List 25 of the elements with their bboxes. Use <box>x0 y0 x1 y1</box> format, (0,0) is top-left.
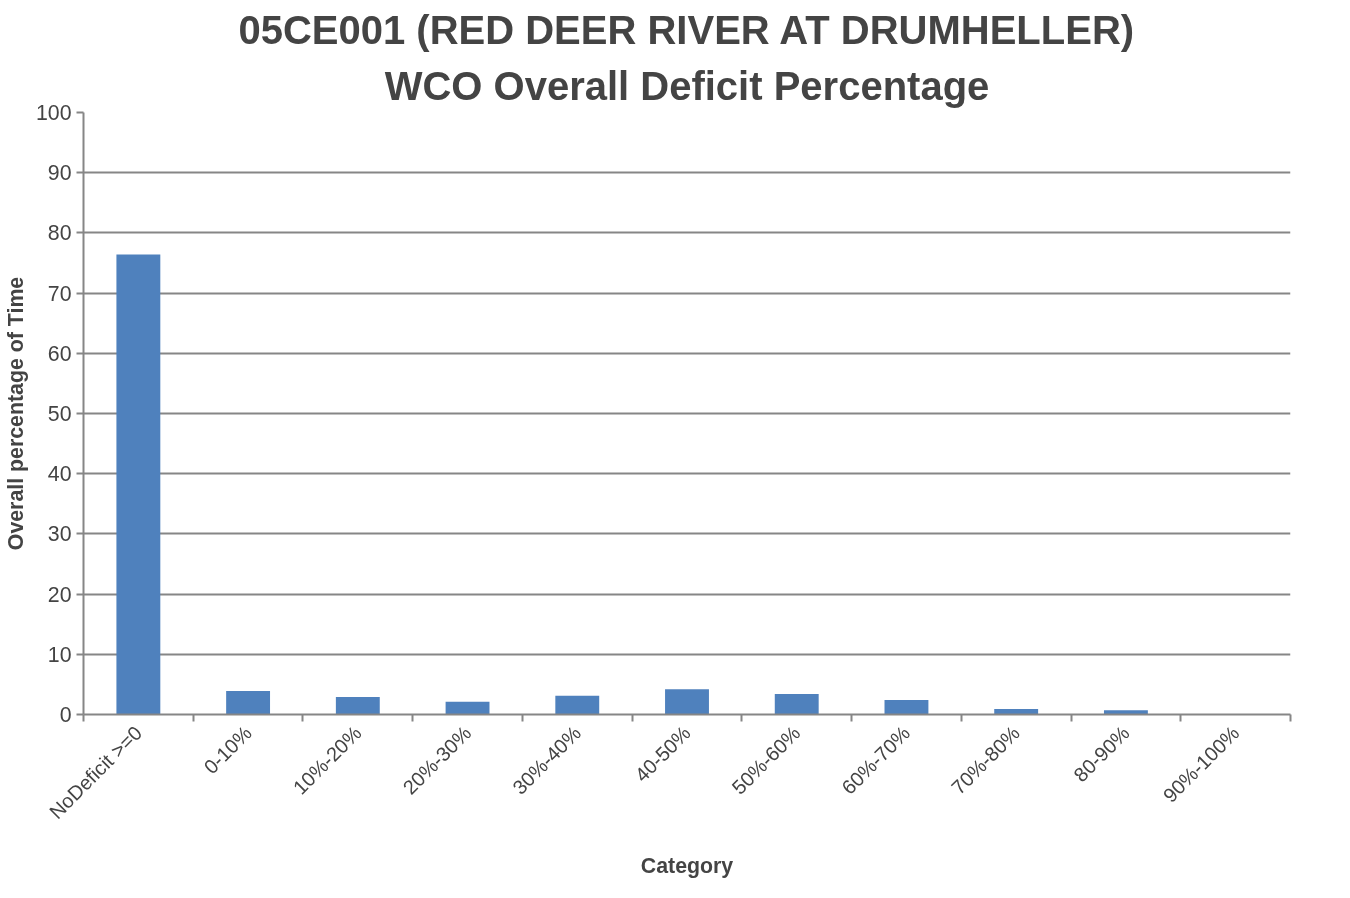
y-tick-label: 20 <box>47 582 72 607</box>
bar <box>116 254 161 715</box>
chart-subtitle: WCO Overall Deficit Percentage <box>384 63 990 108</box>
bar <box>555 695 600 715</box>
bar <box>884 700 929 715</box>
bar <box>1103 710 1148 715</box>
bar <box>445 701 490 715</box>
bar <box>994 709 1039 715</box>
y-tick-label: 0 <box>59 703 72 727</box>
y-tick-label: 30 <box>47 522 72 547</box>
y-tick-label: 60 <box>47 341 72 366</box>
y-tick-label: 90 <box>47 161 72 186</box>
y-tick-label: 100 <box>35 101 72 125</box>
bar <box>226 691 271 715</box>
y-tick-label: 10 <box>47 642 72 667</box>
bar <box>335 697 380 715</box>
bar <box>665 689 709 715</box>
bar <box>774 694 819 715</box>
y-axis-title: Overall percentage of Time <box>3 276 28 551</box>
x-axis-title: Category <box>640 853 734 878</box>
y-tick-label: 70 <box>47 281 72 306</box>
y-tick-label: 40 <box>47 462 72 487</box>
chart-title: 05CE001 (RED DEER RIVER AT DRUMHELLER) <box>238 7 1135 52</box>
y-tick-label: 80 <box>47 221 72 246</box>
y-tick-label: 50 <box>47 402 72 426</box>
